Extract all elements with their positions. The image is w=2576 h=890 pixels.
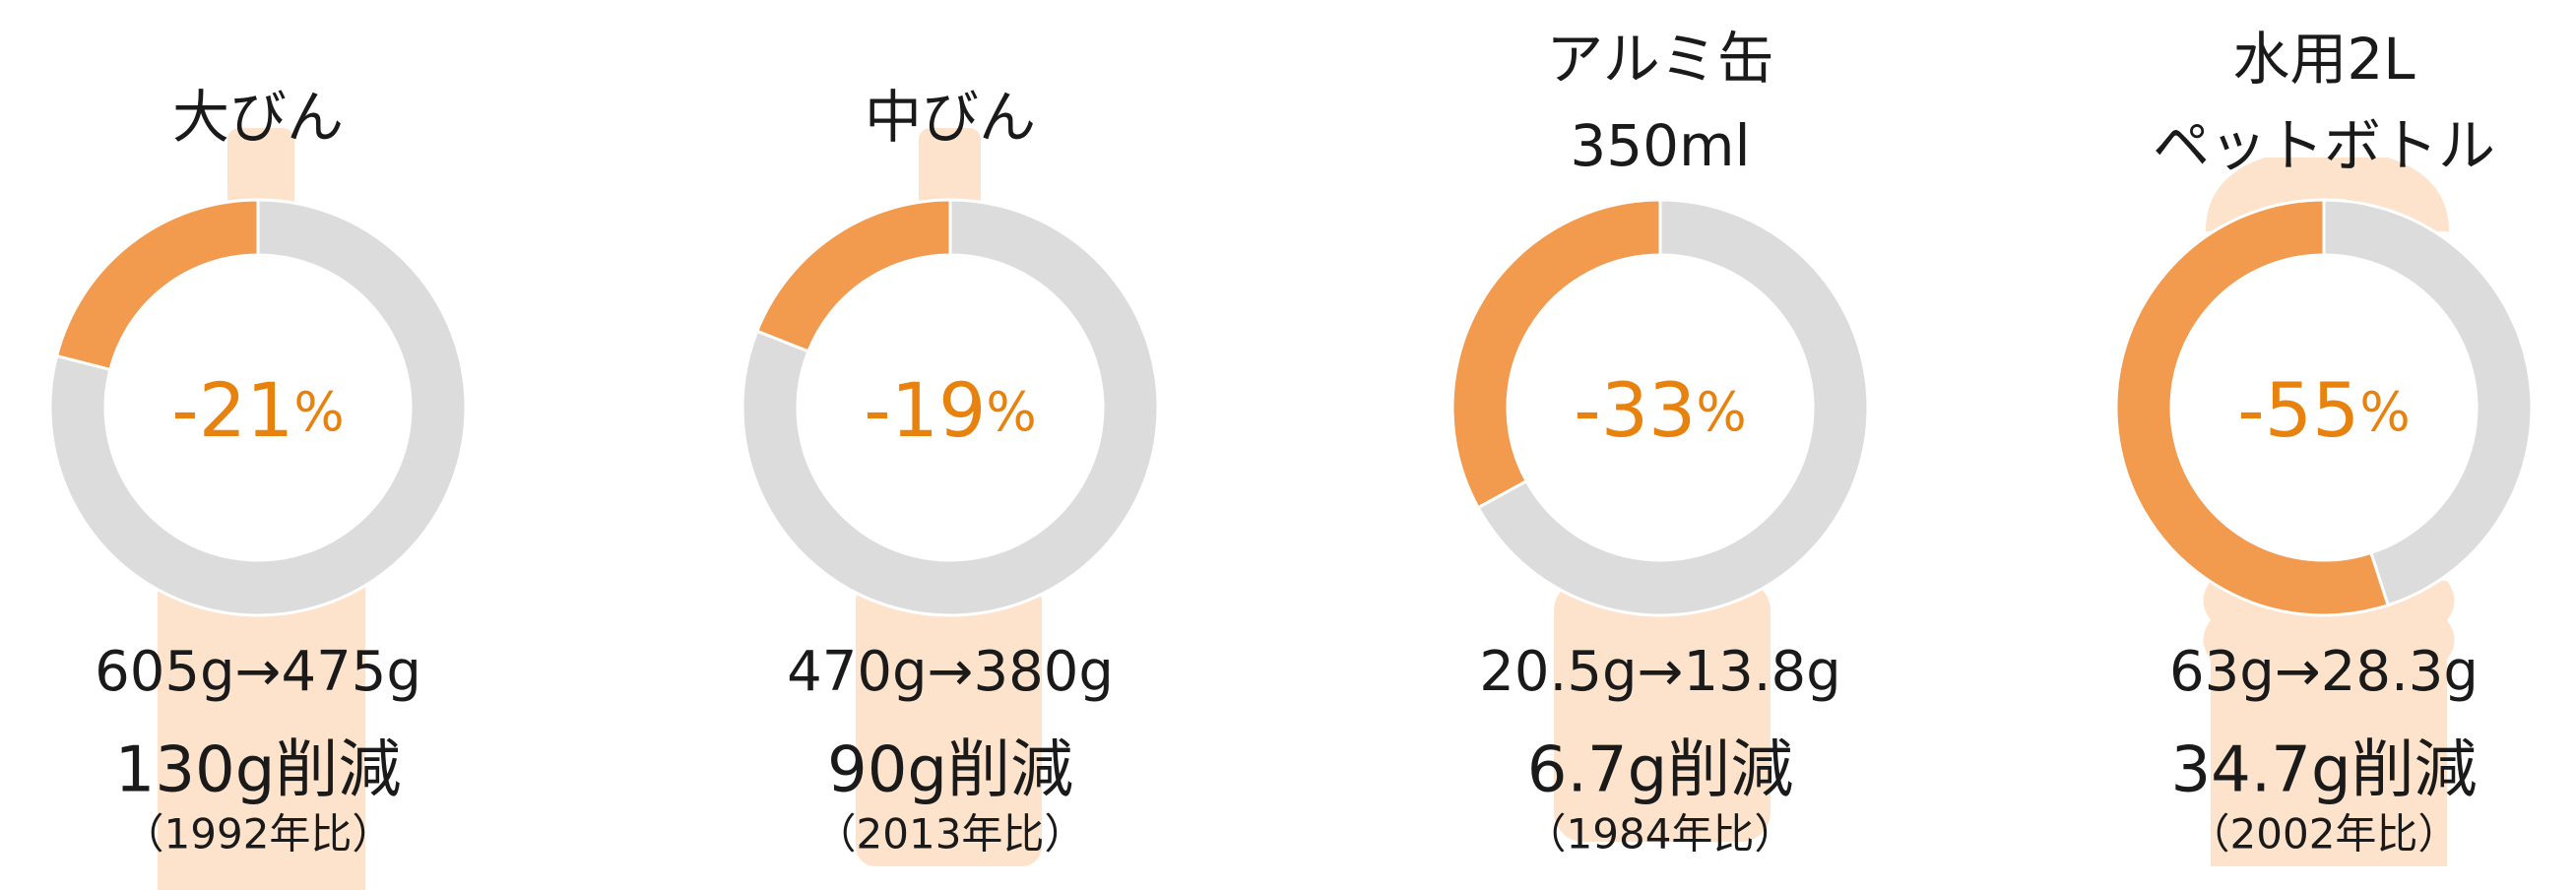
chart-title: アルミ缶 xyxy=(1546,26,1773,93)
donut-segment xyxy=(54,198,260,372)
bottle-shapes xyxy=(158,128,2455,890)
reduction: 130g削減 xyxy=(115,734,402,807)
center-value: -19 xyxy=(864,366,986,454)
center-unit: % xyxy=(986,381,1036,443)
weights: 20.5g→13.8g xyxy=(1479,640,1840,704)
note: （2013年比） xyxy=(815,810,1086,858)
weights: 605g→475g xyxy=(95,640,421,704)
chart-title: 350ml xyxy=(1570,112,1750,179)
bottle-body xyxy=(2203,581,2455,866)
chart-title: 中びん xyxy=(865,84,1036,151)
donut-segment xyxy=(2322,198,2534,607)
donut-segment xyxy=(48,198,468,617)
donut-segment xyxy=(1476,198,1870,617)
center-value: -21 xyxy=(171,366,293,454)
bottle-neck xyxy=(227,128,294,217)
bottle-body xyxy=(856,581,1042,866)
can-body xyxy=(1554,581,1771,842)
center-unit: % xyxy=(293,381,344,443)
reduction: 6.7g削減 xyxy=(1527,734,1793,807)
weights: 63g→28.3g xyxy=(2169,640,2479,704)
note: （2002年比） xyxy=(2189,810,2460,858)
note: （1984年比） xyxy=(1525,810,1796,858)
donut-segment xyxy=(2114,198,2391,617)
bottle-neck xyxy=(919,128,981,217)
weights: 470g→380g xyxy=(787,640,1114,704)
donut-segment xyxy=(1450,198,1662,510)
center-unit: % xyxy=(1696,381,1746,443)
bottle-body xyxy=(158,581,365,890)
center-label: -21% xyxy=(171,366,344,454)
reduction: 90g削減 xyxy=(827,734,1073,807)
center-unit: % xyxy=(2359,381,2410,443)
center-value: -33 xyxy=(1574,366,1696,454)
note: （1992年比） xyxy=(123,810,394,858)
center-label: -55% xyxy=(2237,366,2410,454)
center-value: -55 xyxy=(2237,366,2359,454)
donut-segment xyxy=(754,198,952,353)
center-label: -19% xyxy=(864,366,1036,454)
center-label: -33% xyxy=(1574,366,1746,454)
donut-segment xyxy=(741,198,1160,617)
chart-title: 大びん xyxy=(172,84,344,151)
chart-title: ペットボトル xyxy=(2153,112,2495,179)
chart-title: 水用2L xyxy=(2232,26,2415,93)
reduction: 34.7g削減 xyxy=(2170,734,2477,807)
